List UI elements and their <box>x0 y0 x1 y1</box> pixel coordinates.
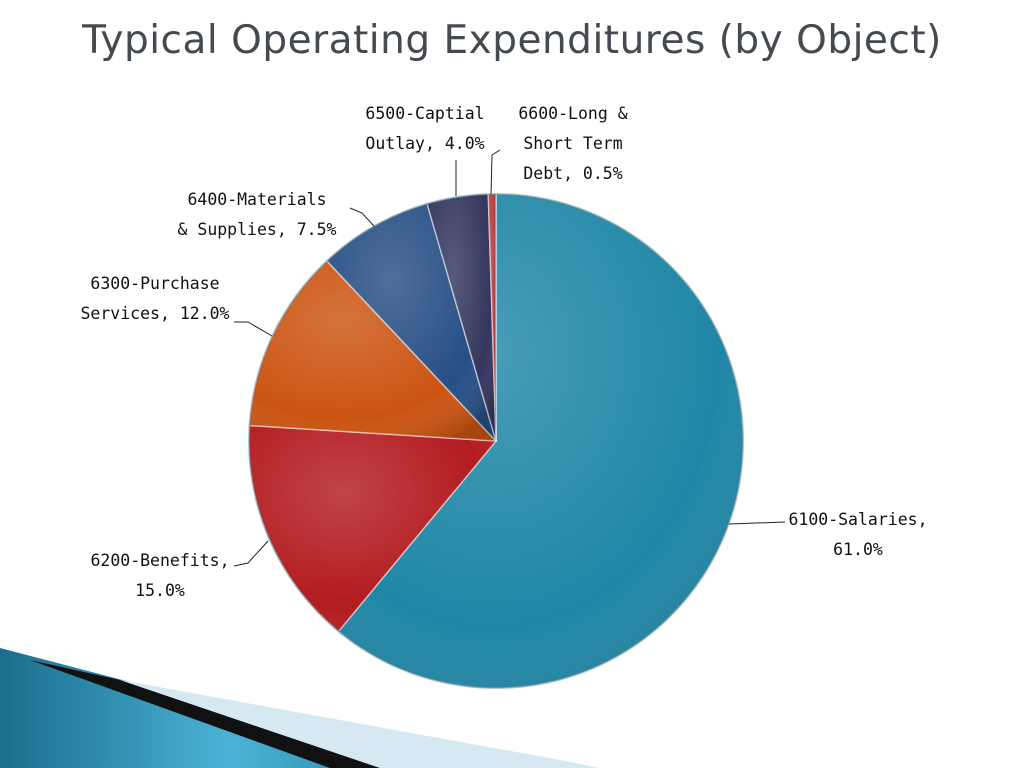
slice-label: 6300-Purchase Services, 12.0% <box>80 274 230 323</box>
leader-line <box>728 521 786 525</box>
leader-line <box>490 149 501 195</box>
slice-label: 6600-Long & Short Term Debt, 0.5% <box>518 104 628 183</box>
slice-label: 6200-Benefits, 15.0% <box>90 551 230 600</box>
slice-label: 6100-Salaries, 61.0% <box>788 510 928 559</box>
pie-slice-shade <box>427 194 496 441</box>
pie-slice-shade <box>326 203 496 441</box>
pie-slice-shade <box>249 260 496 441</box>
slide-title: Typical Operating Expenditures (by Objec… <box>82 18 942 63</box>
leader-line <box>234 321 273 337</box>
slice-label: 6400-Materials & Supplies, 7.5% <box>177 190 337 239</box>
pie-slice-shade <box>338 194 743 688</box>
pie-slice-shade <box>488 193 496 441</box>
leader-line <box>349 207 375 227</box>
pie-slice-shade <box>249 425 496 632</box>
leader-line <box>233 540 269 567</box>
slice-label: 6500-Captial Outlay, 4.0% <box>365 104 485 153</box>
pie-rim <box>248 193 744 689</box>
